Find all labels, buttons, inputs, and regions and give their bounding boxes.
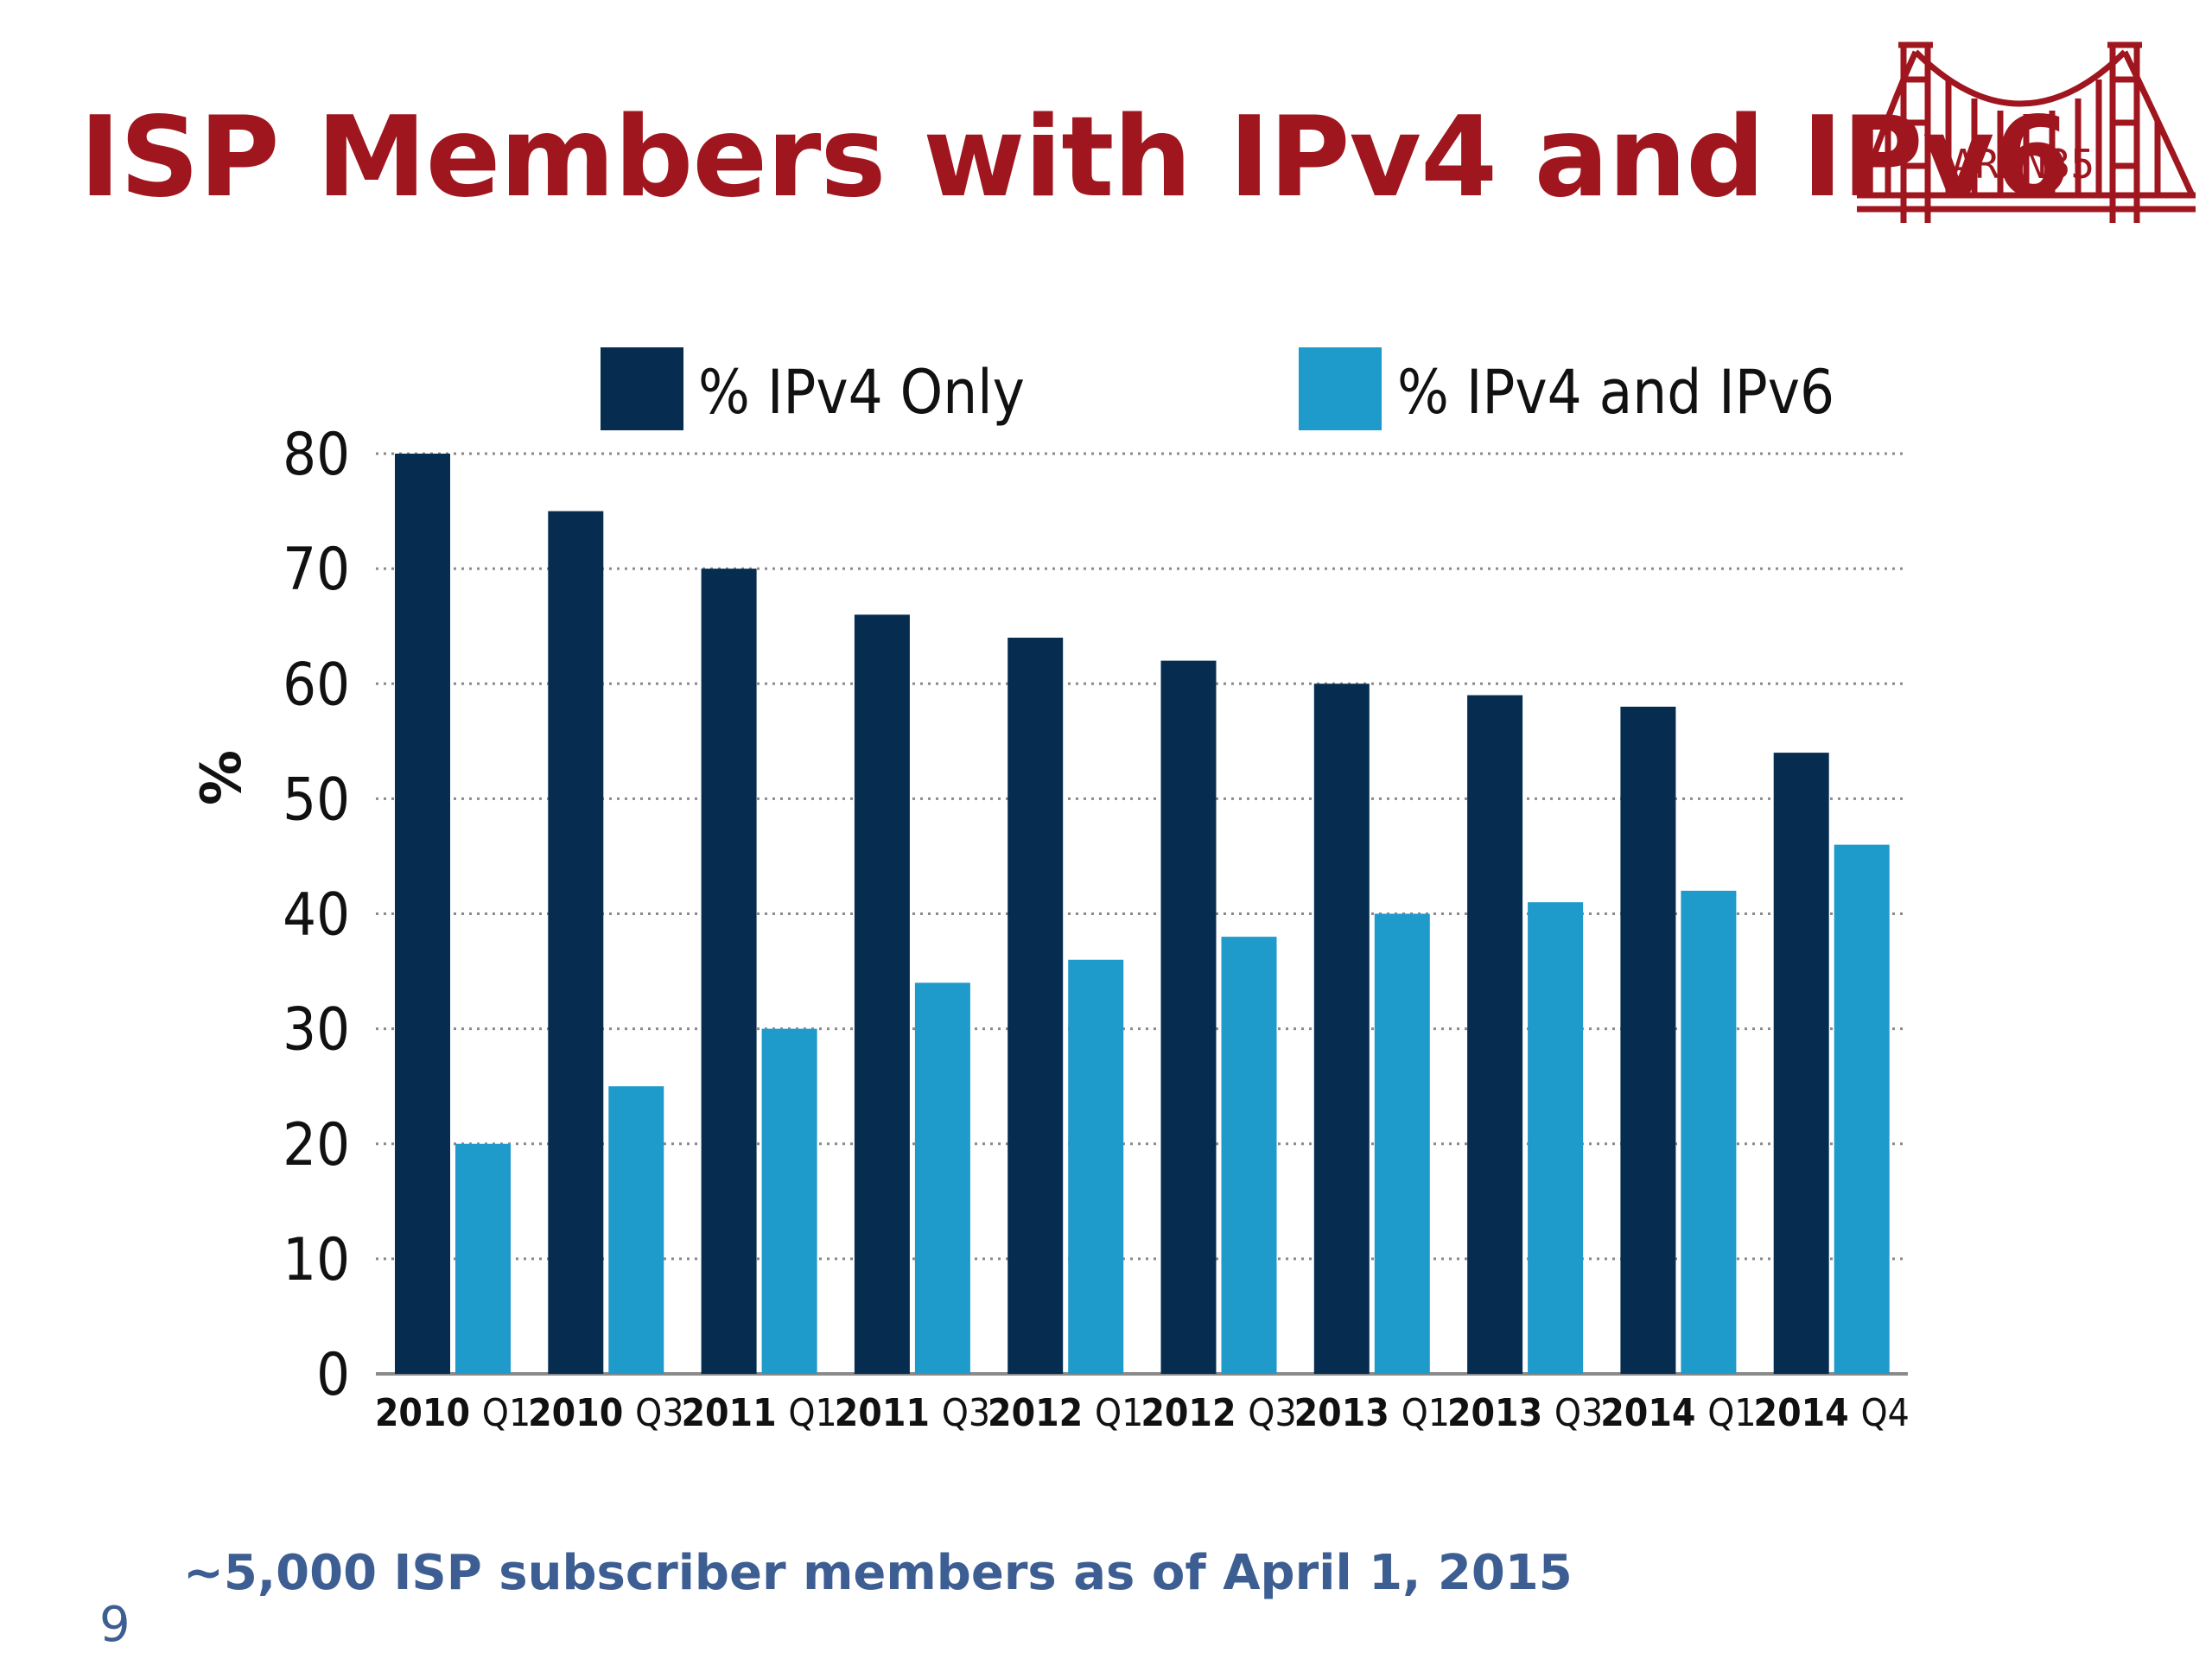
y-tick-label: 30 bbox=[283, 996, 350, 1065]
bar-ipv4-and-ipv6 bbox=[455, 1143, 511, 1374]
x-tick-label: 2013 Q1 bbox=[1294, 1391, 1450, 1435]
y-tick-label: 70 bbox=[283, 536, 350, 604]
bar-ipv4-and-ipv6 bbox=[761, 1028, 817, 1374]
x-tick-label: 2010 Q3 bbox=[528, 1391, 683, 1435]
bar-ipv4-only bbox=[1160, 660, 1217, 1374]
legend-label: % IPv4 and IPv6 bbox=[1397, 357, 1834, 428]
logo-text: ARIN35 bbox=[1951, 141, 2094, 188]
x-tick-label: 2011 Q3 bbox=[835, 1391, 990, 1435]
legend-swatch bbox=[601, 347, 683, 430]
bar-ipv4-only bbox=[395, 454, 450, 1374]
bar-ipv4-only bbox=[548, 511, 604, 1374]
y-tick-label: 40 bbox=[283, 881, 350, 950]
bar-ipv4-only bbox=[1773, 753, 1829, 1374]
bar-ipv4-only bbox=[1313, 683, 1370, 1374]
legend: % IPv4 Only % IPv4 and IPv6 bbox=[601, 347, 1834, 430]
bar-ipv4-and-ipv6 bbox=[1681, 890, 1737, 1374]
x-tick-label: 2013 Q3 bbox=[1447, 1391, 1603, 1435]
legend-label: % IPv4 Only bbox=[698, 357, 1025, 428]
slide-title: ISP Members with IPv4 and IPv6 bbox=[79, 93, 2070, 222]
x-tick-label: 2014 Q4 bbox=[1754, 1391, 1910, 1435]
y-tick-label: 10 bbox=[283, 1226, 350, 1294]
bar-ipv4-and-ipv6 bbox=[1068, 959, 1124, 1374]
bar-ipv4-only bbox=[701, 569, 757, 1374]
legend-swatch bbox=[1299, 347, 1382, 430]
bar-ipv4-and-ipv6 bbox=[914, 982, 970, 1374]
x-tick-label: 2012 Q3 bbox=[1141, 1391, 1296, 1435]
y-tick-label: 80 bbox=[283, 421, 350, 489]
bar-ipv4-and-ipv6 bbox=[1221, 937, 1277, 1374]
bar-ipv4-and-ipv6 bbox=[608, 1086, 664, 1374]
bar-ipv4-and-ipv6 bbox=[1374, 913, 1430, 1374]
bar-ipv4-only bbox=[1620, 706, 1676, 1374]
bar-ipv4-only bbox=[1007, 638, 1064, 1374]
bar-ipv4-and-ipv6 bbox=[1528, 902, 1584, 1374]
bar-ipv4-only bbox=[1467, 695, 1523, 1374]
gridlines bbox=[376, 452, 1908, 1376]
bar-ipv4-only bbox=[854, 614, 910, 1374]
y-tick-label: 50 bbox=[283, 766, 350, 834]
x-tick-label: 2014 Q1 bbox=[1600, 1391, 1756, 1435]
x-tick-label: 2010 Q1 bbox=[375, 1391, 531, 1435]
bar-chart: % IPv4 Only % IPv4 and IPv6 0 10 20 30 40 50 60… bbox=[190, 347, 1910, 1435]
footnote: ~5,000 ISP subscriber members as of Apri… bbox=[183, 1545, 1573, 1601]
x-tick-label: 2011 Q1 bbox=[681, 1391, 836, 1435]
y-tick-label: 60 bbox=[283, 651, 350, 719]
y-axis-label: % bbox=[190, 750, 254, 805]
y-tick-label: 20 bbox=[283, 1111, 350, 1179]
y-axis-ticks: 0 10 20 30 40 50 60 70 80 bbox=[283, 421, 350, 1409]
bar-ipv4-and-ipv6 bbox=[1834, 844, 1890, 1374]
bars bbox=[395, 454, 1890, 1374]
arin-bridge-logo: ARIN35 bbox=[1857, 41, 2196, 223]
slide-number: 9 bbox=[99, 1597, 130, 1653]
x-tick-label: 2012 Q1 bbox=[988, 1391, 1143, 1435]
y-tick-label: 0 bbox=[316, 1341, 350, 1409]
